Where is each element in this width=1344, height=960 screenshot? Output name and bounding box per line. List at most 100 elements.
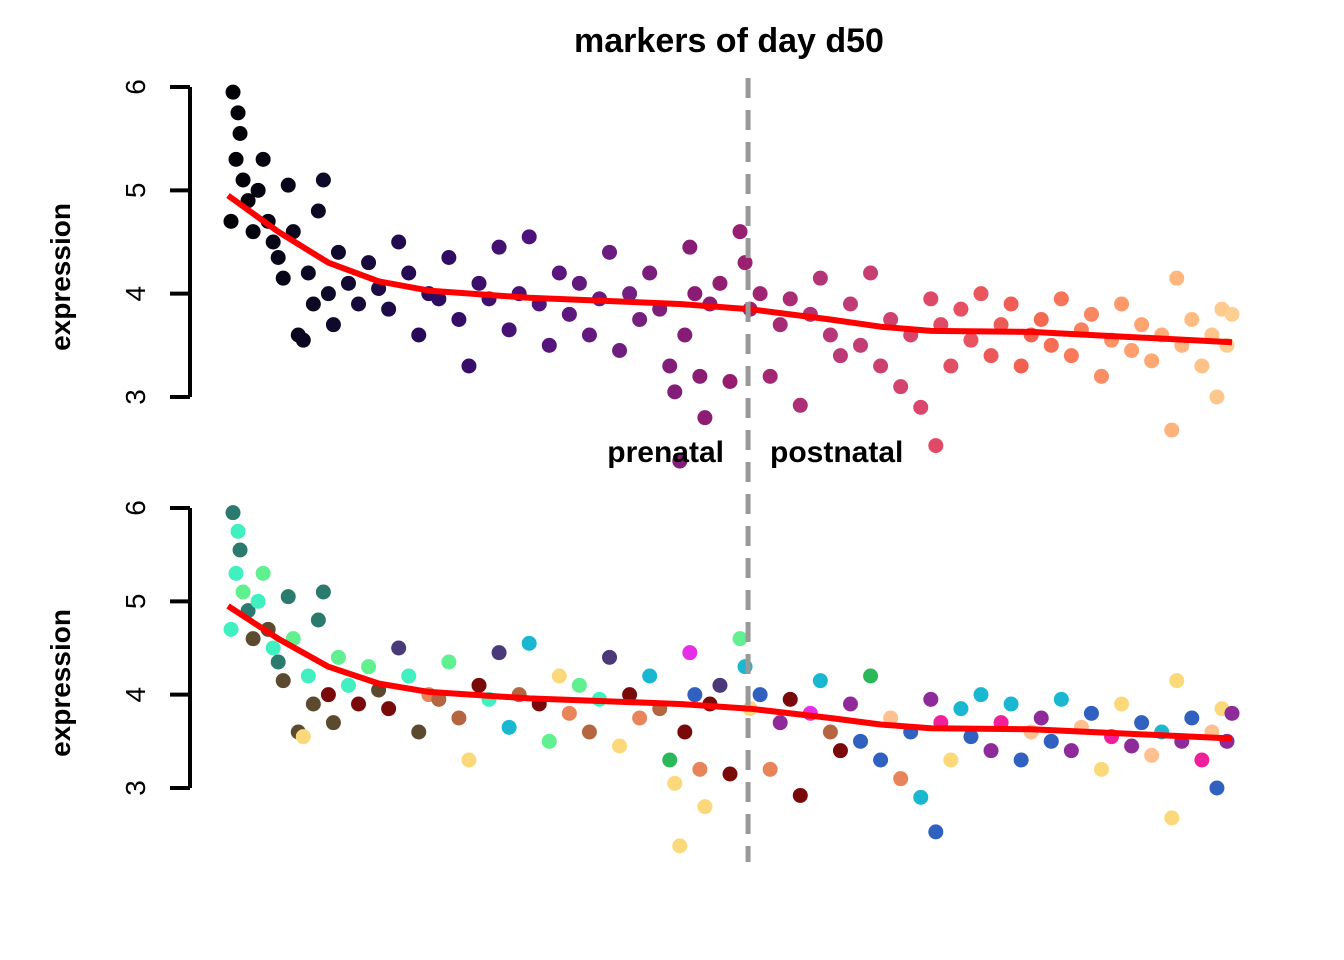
- data-point: [973, 286, 989, 302]
- data-point: [612, 738, 628, 754]
- data-point: [642, 668, 658, 684]
- data-point: [1134, 715, 1150, 731]
- data-point: [1043, 337, 1059, 353]
- data-point: [832, 348, 848, 364]
- data-point: [913, 789, 929, 805]
- data-point: [225, 84, 241, 100]
- data-point: [541, 337, 557, 353]
- data-point: [223, 213, 239, 229]
- data-point: [561, 306, 577, 322]
- data-point: [223, 621, 239, 637]
- data-point: [842, 696, 858, 712]
- data-point: [340, 677, 356, 693]
- data-point: [712, 677, 728, 693]
- data-point: [772, 715, 788, 731]
- data-point: [983, 348, 999, 364]
- y-axis-label: expression: [45, 203, 76, 351]
- data-point: [501, 719, 517, 735]
- data-point: [993, 317, 1009, 333]
- data-point: [752, 286, 768, 302]
- data-point: [812, 270, 828, 286]
- data-point: [521, 635, 537, 651]
- data-point: [295, 332, 311, 348]
- data-point: [521, 229, 537, 245]
- data-point: [687, 687, 703, 703]
- data-point: [491, 239, 507, 255]
- data-point: [873, 752, 889, 768]
- data-point: [305, 296, 321, 312]
- data-point: [842, 296, 858, 312]
- data-point: [632, 312, 648, 327]
- data-point: [235, 172, 251, 188]
- data-point: [411, 327, 427, 343]
- data-point: [461, 752, 477, 768]
- data-point: [305, 696, 321, 712]
- data-point: [1144, 747, 1160, 763]
- data-point: [1134, 317, 1150, 333]
- data-point: [1169, 270, 1185, 286]
- data-point: [320, 286, 336, 302]
- data-point: [943, 358, 959, 374]
- data-point: [792, 787, 808, 803]
- data-point: [315, 172, 331, 188]
- data-point: [822, 724, 838, 740]
- data-point: [245, 224, 261, 240]
- data-point: [581, 724, 597, 740]
- data-point: [963, 729, 979, 745]
- y-tick-label: 5: [120, 183, 151, 199]
- data-point: [662, 752, 678, 768]
- data-point: [737, 255, 753, 271]
- data-point: [667, 384, 683, 400]
- data-point: [923, 291, 939, 307]
- data-point: [1209, 389, 1225, 405]
- data-point: [762, 368, 778, 384]
- data-point: [1209, 780, 1225, 796]
- data-point: [270, 250, 286, 265]
- data-point: [361, 659, 377, 675]
- data-point: [228, 151, 244, 167]
- y-tick-label: 3: [120, 389, 151, 405]
- data-point: [622, 286, 638, 302]
- data-point: [275, 673, 291, 689]
- data-point: [265, 234, 281, 250]
- data-point: [551, 265, 567, 281]
- data-point: [1053, 691, 1069, 707]
- data-point: [677, 327, 693, 343]
- data-point: [501, 322, 517, 338]
- data-point: [812, 673, 828, 689]
- data-point: [632, 710, 648, 726]
- data-point: [300, 668, 316, 684]
- data-point: [697, 410, 713, 426]
- data-point: [1063, 743, 1079, 759]
- data-point: [310, 203, 326, 219]
- data-point: [411, 724, 427, 740]
- data-point: [953, 701, 969, 717]
- data-point: [330, 244, 346, 260]
- data-point: [1093, 761, 1109, 777]
- data-point: [225, 505, 241, 521]
- data-point: [250, 593, 266, 609]
- data-point: [351, 696, 367, 712]
- data-point: [928, 824, 944, 840]
- data-point: [391, 640, 407, 656]
- data-point: [361, 255, 377, 271]
- data-point: [1194, 358, 1210, 374]
- top-panel: 3 4 5 6 expression: [45, 79, 1240, 469]
- data-point: [451, 312, 467, 327]
- data-point: [315, 584, 331, 600]
- data-point: [913, 399, 929, 415]
- data-point: [255, 151, 271, 167]
- data-point: [1093, 368, 1109, 384]
- data-point: [491, 645, 507, 661]
- data-point: [381, 301, 397, 317]
- data-point: [667, 775, 683, 791]
- data-point: [692, 368, 708, 384]
- data-point: [275, 270, 291, 286]
- data-point: [325, 317, 341, 333]
- data-point: [1033, 312, 1049, 327]
- data-point: [1114, 696, 1130, 712]
- data-point: [672, 453, 688, 469]
- data-point: [782, 291, 798, 307]
- data-point: [1013, 358, 1029, 374]
- data-point: [602, 649, 618, 665]
